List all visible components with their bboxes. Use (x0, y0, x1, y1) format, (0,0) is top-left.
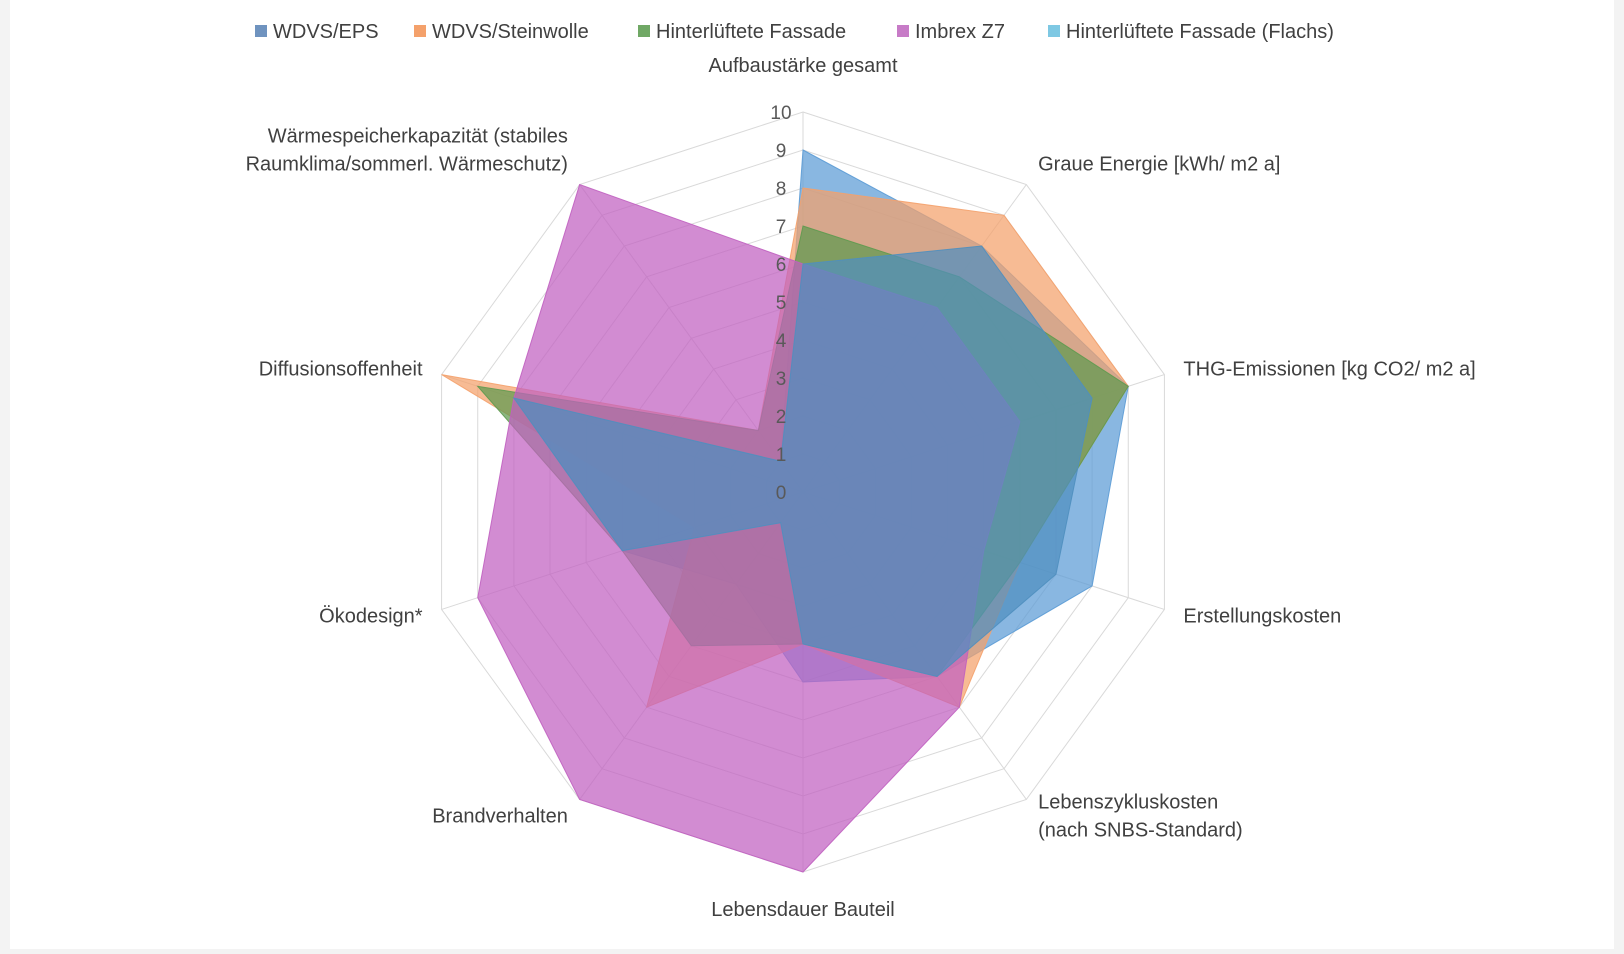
legend-swatch-2 (414, 25, 426, 37)
axis-label: Erstellungskosten (1183, 606, 1341, 628)
legend: WDVS/EPS WDVS/Steinwolle Hinterlüftete Fas… (255, 21, 1334, 43)
chart-root: WDVS/EPS WDVS/Steinwolle Hinterlüftete Fas… (10, 0, 1614, 949)
r-tick-label: 9 (776, 141, 787, 162)
r-tick-label: 5 (776, 293, 787, 314)
axis-label: Brandverhalten (432, 806, 568, 828)
legend-swatch-1 (255, 25, 267, 37)
r-tick-label: 7 (776, 217, 787, 238)
r-tick-label: 4 (776, 331, 787, 352)
legend-label-5: Hinterlüftete Fassade (Flachs) (1066, 21, 1334, 43)
axis-label: Ökodesign* (319, 606, 423, 628)
legend-label-2: WDVS/Steinwolle (432, 21, 589, 43)
r-tick-label: 2 (776, 407, 787, 428)
legend-swatch-4 (897, 25, 909, 37)
axis-label: Graue Energie [kWh/ m2 a] (1038, 153, 1280, 175)
r-tick-label: 0 (776, 483, 787, 504)
legend-swatch-3 (638, 25, 650, 37)
axis-label: Lebenszykluskosten (1038, 792, 1218, 814)
r-tick-label: 3 (776, 369, 787, 390)
axis-label: (nach SNBS-Standard) (1038, 820, 1243, 842)
r-tick-label: 1 (776, 445, 787, 466)
axis-label: Diffusionsoffenheit (259, 358, 423, 380)
axis-label: THG-Emissionen [kg CO2/ m2 a] (1183, 358, 1475, 380)
axis-label: Wärmespeicherkapazität (stabiles (268, 125, 568, 147)
r-tick-label: 10 (770, 103, 791, 124)
tick-labels: 0 1 2 3 4 5 6 7 8 9 10 (770, 103, 791, 504)
r-tick-label: 6 (776, 255, 787, 276)
radar-chart: WDVS/EPS WDVS/Steinwolle Hinterlüftete Fas… (246, 21, 1476, 921)
axis-label: Lebensdauer Bauteil (711, 899, 894, 921)
axis-label: Raumklima/sommerl. Wärmeschutz) (246, 153, 568, 175)
r-tick-label: 8 (776, 179, 787, 200)
axis-labels: Aufbaustärke gesamt Graue Energie [kWh/ m… (246, 55, 1476, 921)
legend-swatch-5 (1048, 25, 1060, 37)
legend-label-1: WDVS/EPS (273, 21, 379, 43)
series-area-5 (512, 245, 1093, 678)
series-layer (441, 149, 1129, 873)
legend-label-3: Hinterlüftete Fassade (656, 21, 846, 43)
axis-label: Aufbaustärke gesamt (709, 55, 898, 77)
legend-label-4: Imbrex Z7 (915, 21, 1005, 43)
